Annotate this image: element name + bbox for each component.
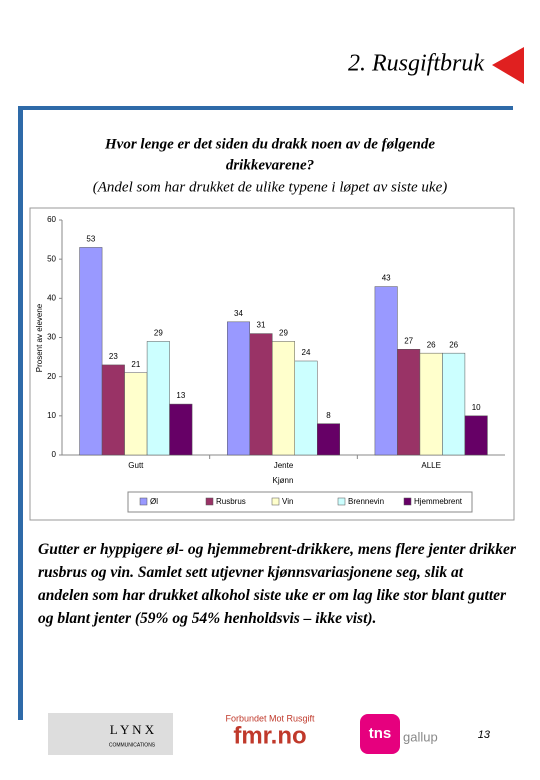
legend-label: Brennevin <box>348 497 384 506</box>
data-label: 24 <box>302 348 311 357</box>
tns-logo-bg <box>360 714 400 754</box>
legend-swatch <box>337 497 346 506</box>
data-label: 10 <box>472 403 481 412</box>
header-rule <box>18 106 513 110</box>
red-triangle <box>492 47 524 84</box>
legend-swatch <box>403 497 412 506</box>
data-label: 31 <box>257 321 266 330</box>
data-label: 26 <box>449 340 458 349</box>
data-label: 34 <box>234 309 243 318</box>
chart-title: drikkevarene? <box>226 157 314 173</box>
legend-box <box>127 491 473 513</box>
x-axis-label: Kjønn <box>273 476 294 485</box>
data-label: 21 <box>131 360 140 369</box>
data-label: 26 <box>427 340 436 349</box>
x-tick-label: Gutt <box>128 461 144 470</box>
y-tick-label: 0 <box>52 450 57 459</box>
data-label: 43 <box>382 274 391 283</box>
legend-label: Øl <box>150 497 158 506</box>
y-tick-label: 60 <box>47 215 56 224</box>
page-number: 13 <box>478 729 491 741</box>
bar <box>79 247 103 456</box>
bar <box>317 423 340 456</box>
legend-swatch <box>139 497 148 506</box>
lynx-logo: L Y N X <box>110 722 155 737</box>
data-label: 29 <box>154 329 163 338</box>
bar <box>272 341 295 456</box>
fmr-logo: fmr.no <box>233 722 306 749</box>
chart-frame <box>29 207 515 521</box>
x-tick-label: ALLE <box>421 461 441 470</box>
tns-logo: tns <box>369 725 392 742</box>
chart-subtitle: (Andel som har drukket de ulike typene i… <box>93 179 447 195</box>
bar <box>464 415 488 456</box>
bar <box>146 341 170 456</box>
legend-label: Vin <box>282 497 293 506</box>
bar <box>124 372 148 456</box>
side-rule <box>18 106 23 720</box>
lynx-logo-sub: COMMUNICATIONS <box>109 742 156 748</box>
data-label: 8 <box>326 411 331 420</box>
slide-title: 2. Rusgiftbruk <box>348 51 484 77</box>
gallup-logo: gallup <box>403 729 438 744</box>
data-label: 27 <box>404 336 413 345</box>
fmr-logo-top: Forbundet Mot Rusgift <box>225 713 315 723</box>
y-tick-label: 20 <box>47 372 56 381</box>
bar <box>442 352 466 456</box>
y-axis-label: Prosent av elevene <box>35 303 44 372</box>
bar <box>294 360 318 456</box>
footer: L Y N X COMMUNICATIONS Forbundet Mot Rus… <box>48 713 491 755</box>
legend-label: Hjemmebrent <box>414 497 463 506</box>
bar <box>227 321 250 456</box>
data-label: 53 <box>86 235 95 244</box>
bar <box>397 349 421 456</box>
data-label: 23 <box>109 352 118 361</box>
data-label: 29 <box>279 329 288 338</box>
y-tick-label: 30 <box>47 333 56 342</box>
legend-label: Rusbrus <box>216 497 246 506</box>
y-tick-label: 50 <box>47 254 56 263</box>
bar <box>249 333 273 456</box>
legend-swatch <box>205 497 214 506</box>
lynx-logo-bg <box>48 713 173 755</box>
y-tick-label: 40 <box>47 293 56 302</box>
legend-swatch <box>271 497 280 506</box>
x-tick-label: Jente <box>274 461 294 470</box>
data-label: 13 <box>176 391 185 400</box>
bar <box>101 364 125 456</box>
y-tick-label: 10 <box>47 411 56 420</box>
bar <box>419 352 443 456</box>
body-text: Gutter er hyppigere øl- og hjemmebrent-d… <box>38 541 516 627</box>
bar <box>374 286 398 456</box>
bar <box>169 403 193 456</box>
chart-title: Hvor lenge er det siden du drakk noen av… <box>104 136 435 152</box>
